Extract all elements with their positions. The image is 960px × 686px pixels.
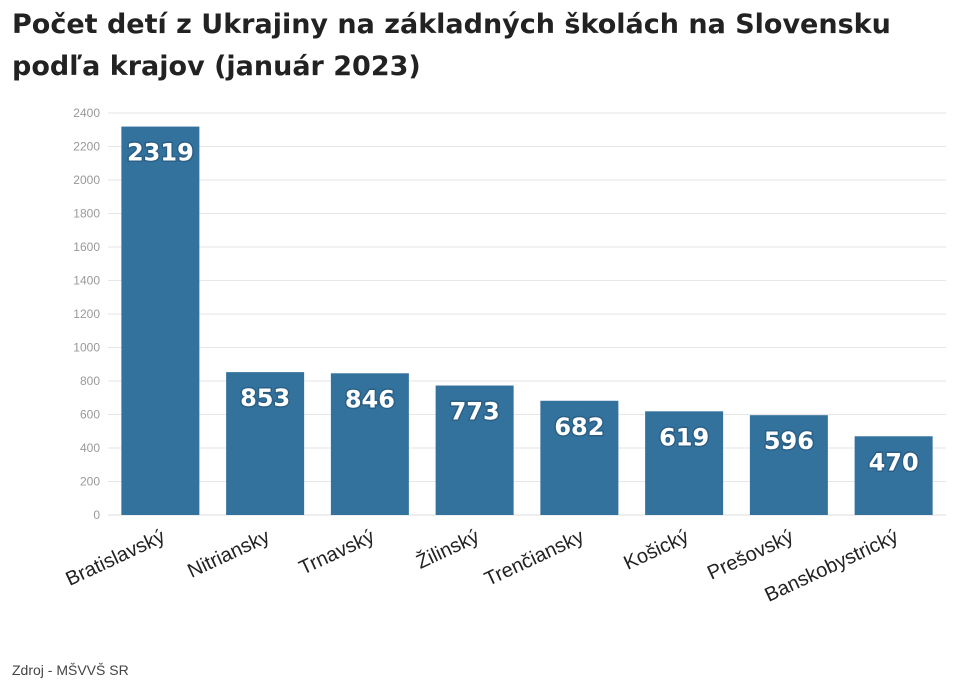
y-tick-label: 1800 bbox=[73, 207, 100, 221]
y-tick-label: 200 bbox=[80, 475, 100, 489]
y-tick-label: 600 bbox=[80, 408, 100, 422]
y-axis-ticks: 0 200 400 600 800 1000 1200 1400 1600 1800 2000 220… bbox=[73, 106, 100, 522]
y-tick-label: 1600 bbox=[73, 240, 100, 254]
y-tick-label: 400 bbox=[80, 441, 100, 455]
data-label: 2319 bbox=[127, 139, 194, 167]
chart-title: Počet detí z Ukrajiny na základných škol… bbox=[12, 9, 891, 82]
bar bbox=[121, 126, 200, 515]
bar bbox=[226, 372, 305, 515]
y-tick-label: 1200 bbox=[73, 307, 100, 321]
bar bbox=[645, 411, 724, 515]
data-label: 773 bbox=[450, 398, 500, 426]
bar bbox=[540, 400, 619, 515]
data-label: 596 bbox=[764, 427, 814, 455]
y-tick-label: 1400 bbox=[73, 274, 100, 288]
x-axis-labels: Bratislavský Nitriansky Trnavský ŽilinskýTr… bbox=[62, 525, 901, 607]
data-labels: 2319 853 846 773 682 619 596 470 bbox=[125, 137, 920, 478]
y-tick-label: 1000 bbox=[73, 341, 100, 355]
y-tick-label: 2200 bbox=[73, 140, 100, 154]
data-label: 846 bbox=[345, 385, 395, 413]
x-tick-label: Nitriansky bbox=[184, 526, 273, 583]
data-label: 853 bbox=[240, 384, 290, 412]
data-label: 619 bbox=[659, 423, 709, 451]
x-tick-label: Žilinský bbox=[413, 525, 483, 574]
y-tick-label: 0 bbox=[93, 508, 100, 522]
x-tick-label: Trenčiansky bbox=[481, 526, 587, 591]
y-tick-label: 800 bbox=[80, 374, 100, 388]
bars bbox=[121, 126, 933, 515]
bar bbox=[435, 385, 514, 515]
bar bbox=[330, 373, 409, 515]
x-tick-label: Trnavský bbox=[296, 526, 378, 580]
bar bbox=[854, 436, 933, 515]
source-note: Zdroj - MŠVVŠ SR bbox=[12, 662, 129, 678]
x-tick-label: Košický bbox=[620, 526, 692, 575]
x-tick-label: Bratislavský bbox=[62, 526, 168, 591]
bar bbox=[749, 415, 828, 515]
data-label: 682 bbox=[554, 413, 604, 441]
data-label: 470 bbox=[869, 448, 919, 476]
y-tick-label: 2000 bbox=[73, 173, 100, 187]
y-tick-label: 2400 bbox=[73, 106, 100, 120]
